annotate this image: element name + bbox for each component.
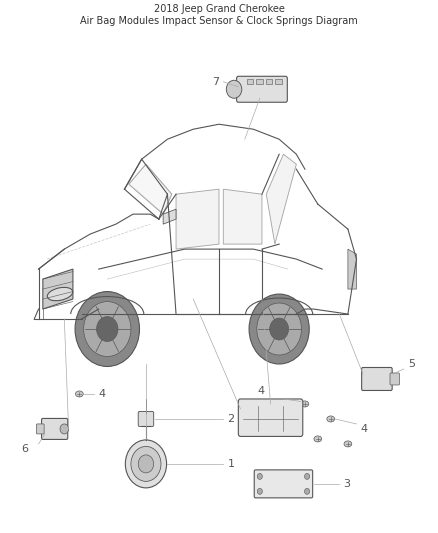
Bar	[276, 79, 282, 84]
Title: 2018 Jeep Grand Cherokee
Air Bag Modules Impact Sensor & Clock Springs Diagram: 2018 Jeep Grand Cherokee Air Bag Modules…	[80, 4, 358, 26]
Circle shape	[304, 473, 310, 479]
Circle shape	[257, 488, 262, 495]
FancyBboxPatch shape	[42, 418, 68, 439]
Bar	[256, 79, 263, 84]
Polygon shape	[348, 249, 357, 289]
FancyBboxPatch shape	[362, 367, 392, 391]
Ellipse shape	[47, 287, 73, 301]
Text: 4: 4	[361, 424, 368, 434]
Polygon shape	[176, 189, 219, 249]
Ellipse shape	[344, 441, 352, 447]
FancyBboxPatch shape	[238, 399, 303, 437]
Polygon shape	[43, 269, 73, 309]
FancyBboxPatch shape	[138, 411, 154, 426]
Circle shape	[257, 473, 262, 479]
Text: 7: 7	[212, 77, 219, 87]
Polygon shape	[223, 189, 262, 244]
Circle shape	[249, 294, 309, 364]
Text: 3: 3	[343, 479, 350, 489]
Polygon shape	[129, 164, 172, 214]
Ellipse shape	[314, 436, 321, 442]
Text: 2: 2	[228, 414, 235, 424]
Text: 4: 4	[99, 389, 106, 399]
Circle shape	[125, 440, 166, 488]
FancyBboxPatch shape	[390, 373, 399, 385]
Text: 4: 4	[258, 386, 265, 397]
Text: 1: 1	[228, 459, 235, 469]
Circle shape	[96, 317, 118, 342]
Circle shape	[138, 455, 154, 473]
Circle shape	[257, 303, 301, 355]
Circle shape	[131, 447, 161, 481]
FancyBboxPatch shape	[254, 470, 313, 498]
Ellipse shape	[327, 416, 335, 422]
Bar	[247, 79, 253, 84]
Bar	[266, 79, 272, 84]
Ellipse shape	[75, 391, 83, 397]
FancyBboxPatch shape	[237, 76, 287, 102]
Text: 6: 6	[21, 444, 28, 454]
Circle shape	[270, 318, 289, 340]
Ellipse shape	[301, 401, 309, 407]
Circle shape	[75, 292, 140, 367]
Circle shape	[84, 302, 131, 357]
Circle shape	[60, 424, 69, 434]
Polygon shape	[266, 154, 297, 244]
FancyBboxPatch shape	[36, 424, 44, 434]
Circle shape	[226, 80, 242, 98]
Text: 5: 5	[408, 359, 415, 369]
Polygon shape	[163, 209, 176, 224]
Circle shape	[304, 488, 310, 495]
